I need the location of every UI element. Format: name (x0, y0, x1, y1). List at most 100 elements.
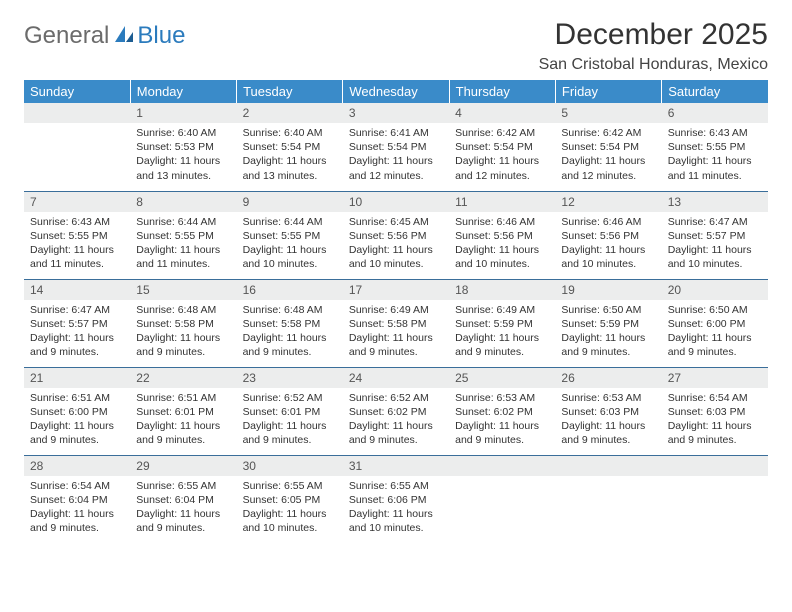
day-details: Sunrise: 6:55 AMSunset: 6:06 PMDaylight:… (343, 476, 449, 542)
calendar-day-cell: 28Sunrise: 6:54 AMSunset: 6:04 PMDayligh… (24, 455, 130, 543)
day-details: Sunrise: 6:50 AMSunset: 5:59 PMDaylight:… (555, 300, 661, 366)
sunrise-text: Sunrise: 6:48 AM (136, 303, 230, 317)
day-number: 12 (555, 192, 661, 212)
daylight-text: Daylight: 11 hours and 11 minutes. (136, 243, 230, 271)
day-details: Sunrise: 6:41 AMSunset: 5:54 PMDaylight:… (343, 123, 449, 189)
weekday-header: Wednesday (343, 80, 449, 103)
calendar-day-cell (24, 103, 130, 191)
calendar-day-cell: 23Sunrise: 6:52 AMSunset: 6:01 PMDayligh… (237, 367, 343, 455)
calendar-table: Sunday Monday Tuesday Wednesday Thursday… (24, 80, 768, 543)
day-details: Sunrise: 6:53 AMSunset: 6:02 PMDaylight:… (449, 388, 555, 454)
daylight-text: Daylight: 11 hours and 13 minutes. (243, 154, 337, 182)
sunrise-text: Sunrise: 6:41 AM (349, 126, 443, 140)
sunrise-text: Sunrise: 6:44 AM (243, 215, 337, 229)
month-title: December 2025 (539, 18, 768, 52)
weekday-header: Sunday (24, 80, 130, 103)
sunrise-text: Sunrise: 6:49 AM (455, 303, 549, 317)
calendar-day-cell: 10Sunrise: 6:45 AMSunset: 5:56 PMDayligh… (343, 191, 449, 279)
daylight-text: Daylight: 11 hours and 12 minutes. (349, 154, 443, 182)
daylight-text: Daylight: 11 hours and 11 minutes. (30, 243, 124, 271)
calendar-day-cell: 9Sunrise: 6:44 AMSunset: 5:55 PMDaylight… (237, 191, 343, 279)
sunset-text: Sunset: 5:59 PM (561, 317, 655, 331)
day-number: 30 (237, 456, 343, 476)
day-number: 18 (449, 280, 555, 300)
day-details: Sunrise: 6:43 AMSunset: 5:55 PMDaylight:… (24, 212, 130, 278)
day-number: 24 (343, 368, 449, 388)
daylight-text: Daylight: 11 hours and 9 minutes. (136, 419, 230, 447)
sunset-text: Sunset: 5:56 PM (349, 229, 443, 243)
logo-sail-icon (113, 24, 135, 49)
sunrise-text: Sunrise: 6:48 AM (243, 303, 337, 317)
sunset-text: Sunset: 6:00 PM (668, 317, 762, 331)
day-details: Sunrise: 6:44 AMSunset: 5:55 PMDaylight:… (237, 212, 343, 278)
day-number: 10 (343, 192, 449, 212)
day-details: Sunrise: 6:51 AMSunset: 6:01 PMDaylight:… (130, 388, 236, 454)
sunrise-text: Sunrise: 6:43 AM (668, 126, 762, 140)
sunrise-text: Sunrise: 6:50 AM (561, 303, 655, 317)
day-number: 8 (130, 192, 236, 212)
daylight-text: Daylight: 11 hours and 9 minutes. (668, 419, 762, 447)
calendar-week-row: 1Sunrise: 6:40 AMSunset: 5:53 PMDaylight… (24, 103, 768, 191)
sunset-text: Sunset: 5:55 PM (30, 229, 124, 243)
sunset-text: Sunset: 5:54 PM (243, 140, 337, 154)
daylight-text: Daylight: 11 hours and 10 minutes. (243, 507, 337, 535)
sunrise-text: Sunrise: 6:53 AM (455, 391, 549, 405)
daylight-text: Daylight: 11 hours and 10 minutes. (561, 243, 655, 271)
sunrise-text: Sunrise: 6:42 AM (455, 126, 549, 140)
sunrise-text: Sunrise: 6:49 AM (349, 303, 443, 317)
day-number: 16 (237, 280, 343, 300)
sunset-text: Sunset: 6:01 PM (243, 405, 337, 419)
day-details: Sunrise: 6:54 AMSunset: 6:03 PMDaylight:… (662, 388, 768, 454)
daylight-text: Daylight: 11 hours and 10 minutes. (668, 243, 762, 271)
weekday-header: Saturday (662, 80, 768, 103)
sunrise-text: Sunrise: 6:52 AM (349, 391, 443, 405)
calendar-day-cell: 15Sunrise: 6:48 AMSunset: 5:58 PMDayligh… (130, 279, 236, 367)
sunset-text: Sunset: 5:57 PM (668, 229, 762, 243)
day-number: 14 (24, 280, 130, 300)
day-number: 23 (237, 368, 343, 388)
sunset-text: Sunset: 5:56 PM (455, 229, 549, 243)
daylight-text: Daylight: 11 hours and 9 minutes. (349, 419, 443, 447)
daylight-text: Daylight: 11 hours and 9 minutes. (30, 507, 124, 535)
logo-text-blue: Blue (137, 22, 185, 50)
sunset-text: Sunset: 6:05 PM (243, 493, 337, 507)
calendar-day-cell: 17Sunrise: 6:49 AMSunset: 5:58 PMDayligh… (343, 279, 449, 367)
sunset-text: Sunset: 5:55 PM (243, 229, 337, 243)
day-details: Sunrise: 6:40 AMSunset: 5:54 PMDaylight:… (237, 123, 343, 189)
day-number: 7 (24, 192, 130, 212)
sunrise-text: Sunrise: 6:44 AM (136, 215, 230, 229)
sunset-text: Sunset: 5:55 PM (136, 229, 230, 243)
day-details: Sunrise: 6:43 AMSunset: 5:55 PMDaylight:… (662, 123, 768, 189)
daylight-text: Daylight: 11 hours and 9 minutes. (455, 419, 549, 447)
sunrise-text: Sunrise: 6:55 AM (243, 479, 337, 493)
daylight-text: Daylight: 11 hours and 11 minutes. (668, 154, 762, 182)
day-number: 11 (449, 192, 555, 212)
sunrise-text: Sunrise: 6:51 AM (30, 391, 124, 405)
daylight-text: Daylight: 11 hours and 12 minutes. (561, 154, 655, 182)
sunset-text: Sunset: 5:53 PM (136, 140, 230, 154)
sunset-text: Sunset: 5:54 PM (349, 140, 443, 154)
calendar-day-cell (662, 455, 768, 543)
calendar-day-cell: 11Sunrise: 6:46 AMSunset: 5:56 PMDayligh… (449, 191, 555, 279)
sunset-text: Sunset: 5:54 PM (455, 140, 549, 154)
sunset-text: Sunset: 5:56 PM (561, 229, 655, 243)
sunrise-text: Sunrise: 6:51 AM (136, 391, 230, 405)
sunrise-text: Sunrise: 6:40 AM (243, 126, 337, 140)
day-details: Sunrise: 6:53 AMSunset: 6:03 PMDaylight:… (555, 388, 661, 454)
day-details: Sunrise: 6:47 AMSunset: 5:57 PMDaylight:… (24, 300, 130, 366)
day-details: Sunrise: 6:44 AMSunset: 5:55 PMDaylight:… (130, 212, 236, 278)
calendar-day-cell (449, 455, 555, 543)
day-number: 6 (662, 103, 768, 123)
calendar-day-cell: 1Sunrise: 6:40 AMSunset: 5:53 PMDaylight… (130, 103, 236, 191)
sunrise-text: Sunrise: 6:55 AM (349, 479, 443, 493)
calendar-day-cell: 6Sunrise: 6:43 AMSunset: 5:55 PMDaylight… (662, 103, 768, 191)
daylight-text: Daylight: 11 hours and 9 minutes. (349, 331, 443, 359)
sunset-text: Sunset: 6:03 PM (668, 405, 762, 419)
day-number: 2 (237, 103, 343, 123)
daylight-text: Daylight: 11 hours and 10 minutes. (349, 507, 443, 535)
sunrise-text: Sunrise: 6:40 AM (136, 126, 230, 140)
calendar-day-cell: 29Sunrise: 6:55 AMSunset: 6:04 PMDayligh… (130, 455, 236, 543)
sunset-text: Sunset: 6:06 PM (349, 493, 443, 507)
calendar-week-row: 21Sunrise: 6:51 AMSunset: 6:00 PMDayligh… (24, 367, 768, 455)
daylight-text: Daylight: 11 hours and 9 minutes. (455, 331, 549, 359)
